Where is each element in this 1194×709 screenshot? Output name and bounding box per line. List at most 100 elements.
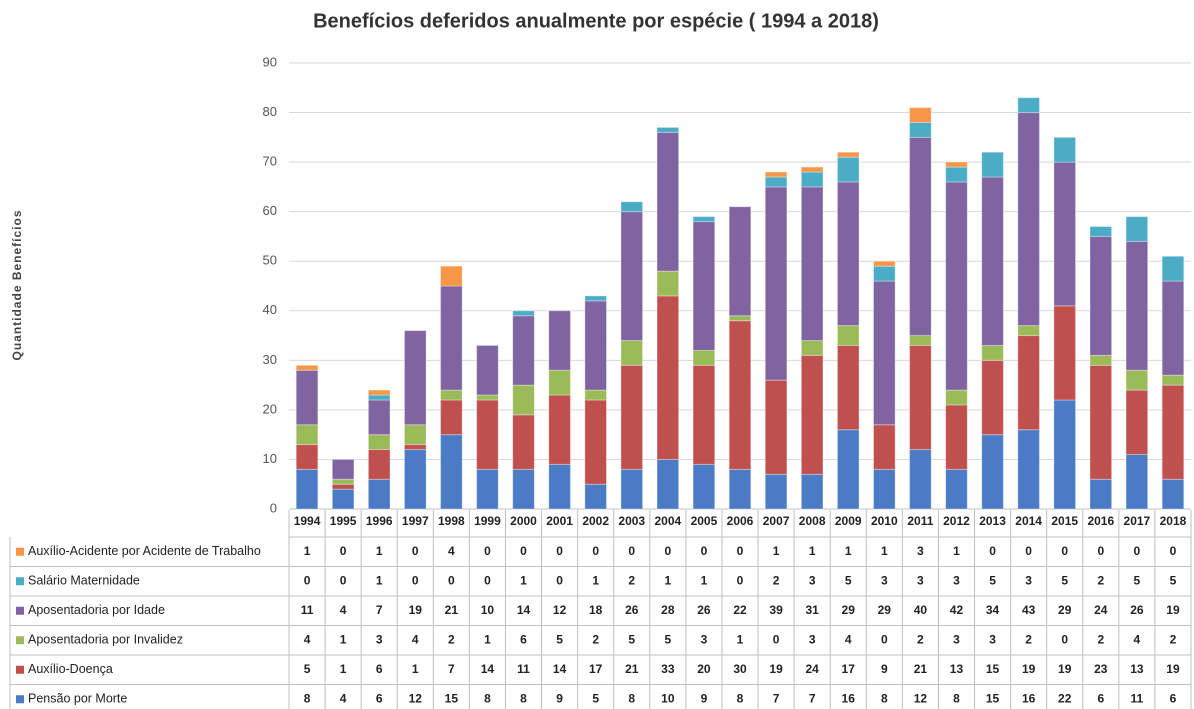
x-tick-label: 2011 <box>907 514 933 528</box>
bar-segment <box>909 136 932 337</box>
bar-segment <box>440 265 463 287</box>
bar-segment <box>836 429 860 510</box>
table-value: 0 <box>1134 544 1141 558</box>
bar-segment <box>800 473 824 510</box>
bar-segment <box>512 310 535 317</box>
table-value: 3 <box>376 632 383 646</box>
table-value: 2 <box>1097 632 1104 646</box>
bar-segment <box>1089 364 1113 480</box>
table-value: 13 <box>950 662 964 676</box>
bar-segment <box>692 463 716 510</box>
bar-segment <box>909 344 932 451</box>
y-tick-label: 70 <box>263 154 277 169</box>
table-value: 4 <box>845 632 852 646</box>
bar-segment <box>440 434 463 510</box>
table-value: 2 <box>592 632 599 646</box>
table-value: 0 <box>484 544 491 558</box>
bar-segment <box>728 315 752 322</box>
table-value: 16 <box>842 691 856 705</box>
table-value: 1 <box>376 573 383 587</box>
bar-segment <box>331 458 355 480</box>
table-value: 4 <box>1134 632 1141 646</box>
y-tick-label: 90 <box>263 54 277 69</box>
bar-segment <box>1053 161 1077 307</box>
x-tick-label: 2013 <box>979 514 1006 528</box>
table-value: 6 <box>520 632 527 646</box>
table-value: 4 <box>304 632 311 646</box>
bar-segment <box>476 468 499 510</box>
table-value: 34 <box>986 603 1000 617</box>
bar-segment <box>1125 453 1149 510</box>
bar-segment <box>692 364 716 465</box>
bar-segment <box>584 483 608 510</box>
table-value: 12 <box>553 603 567 617</box>
x-tick-label: 2007 <box>763 514 790 528</box>
bar-segment <box>1017 97 1040 114</box>
table-value: 1 <box>376 544 383 558</box>
table-value: 5 <box>1170 573 1177 587</box>
table-value: 30 <box>733 662 747 676</box>
table-value: 19 <box>1058 662 1072 676</box>
bar-segment <box>584 300 608 391</box>
table-value: 3 <box>809 573 816 587</box>
x-tick-label: 1996 <box>366 514 393 528</box>
bar-segment <box>620 364 644 470</box>
bar-segment <box>872 260 896 267</box>
table-value: 8 <box>953 691 960 705</box>
table-value: 0 <box>628 544 635 558</box>
x-tick-label: 2014 <box>1015 514 1042 528</box>
table-value: 10 <box>481 603 495 617</box>
table-value: 15 <box>986 691 1000 705</box>
table-value: 4 <box>412 632 419 646</box>
table-value: 0 <box>1061 632 1068 646</box>
bar-segment <box>1125 240 1149 371</box>
table-value: 20 <box>697 662 711 676</box>
table-value: 15 <box>445 691 459 705</box>
table-value: 31 <box>805 603 819 617</box>
x-tick-label: 2009 <box>835 514 862 528</box>
table-value: 2 <box>1097 573 1104 587</box>
table-value: 24 <box>1094 603 1108 617</box>
x-tick-label: 2017 <box>1124 514 1151 528</box>
bar-segment <box>403 424 427 446</box>
table-value: 9 <box>701 691 708 705</box>
bar-segment <box>872 424 896 470</box>
bar-segment <box>620 340 644 366</box>
table-value: 5 <box>989 573 996 587</box>
x-tick-label: 1994 <box>294 514 321 528</box>
legend-swatch <box>16 665 24 674</box>
bar-segment <box>331 488 355 510</box>
table-value: 6 <box>1170 691 1177 705</box>
bar-segment <box>836 151 860 158</box>
table-value: 5 <box>1061 573 1068 587</box>
table-value: 5 <box>664 632 671 646</box>
bar-segment <box>945 161 968 168</box>
bar-segment <box>512 468 535 510</box>
table-value: 26 <box>1130 603 1144 617</box>
table-value: 19 <box>1166 662 1180 676</box>
table-value: 0 <box>304 573 311 587</box>
table-value: 1 <box>340 662 347 676</box>
table-value: 0 <box>448 573 455 587</box>
table-value: 4 <box>448 544 455 558</box>
table-value: 1 <box>484 632 491 646</box>
legend-label: Pensão por Morte <box>28 692 127 706</box>
table-value: 22 <box>733 603 747 617</box>
bar-segment <box>1053 399 1077 510</box>
table-value: 1 <box>664 573 671 587</box>
y-tick-label: 80 <box>263 104 277 119</box>
table-value: 19 <box>409 603 423 617</box>
chart-title: Benefícios deferidos anualmente por espé… <box>313 10 879 32</box>
bar-segment <box>692 221 716 351</box>
x-tick-label: 2018 <box>1160 514 1187 528</box>
table-value: 40 <box>914 603 928 617</box>
table-value: 13 <box>1130 662 1144 676</box>
bar-segment <box>945 166 968 183</box>
table-value: 2 <box>448 632 455 646</box>
bar-segment <box>1017 429 1040 510</box>
table-value: 0 <box>664 544 671 558</box>
bar-segment <box>836 181 860 327</box>
x-tick-label: 2016 <box>1087 514 1114 528</box>
table-value: 28 <box>661 603 675 617</box>
bar-segment <box>872 468 896 510</box>
